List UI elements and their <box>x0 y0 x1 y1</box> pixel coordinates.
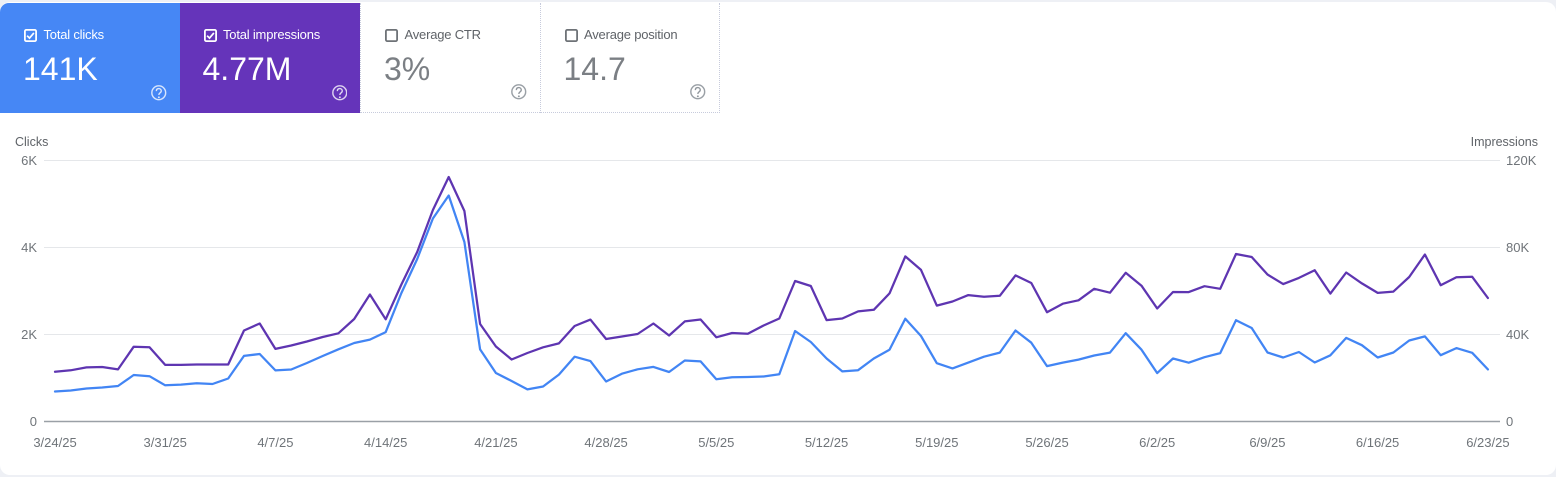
svg-text:120K: 120K <box>1506 153 1537 168</box>
svg-text:4K: 4K <box>21 240 37 255</box>
svg-text:6/16/25: 6/16/25 <box>1356 435 1399 450</box>
svg-text:4/28/25: 4/28/25 <box>584 435 627 450</box>
svg-text:3/31/25: 3/31/25 <box>144 435 187 450</box>
svg-text:6/23/25: 6/23/25 <box>1466 435 1509 450</box>
svg-text:Impressions: Impressions <box>1471 135 1538 149</box>
svg-text:4/7/25: 4/7/25 <box>257 435 293 450</box>
svg-text:5/19/25: 5/19/25 <box>915 435 958 450</box>
svg-text:4/14/25: 4/14/25 <box>364 435 407 450</box>
svg-text:2K: 2K <box>21 327 37 342</box>
svg-text:0: 0 <box>1506 414 1513 429</box>
svg-text:5/12/25: 5/12/25 <box>805 435 848 450</box>
svg-text:5/5/25: 5/5/25 <box>698 435 734 450</box>
svg-text:6K: 6K <box>21 153 37 168</box>
svg-text:0: 0 <box>30 414 37 429</box>
svg-text:80K: 80K <box>1506 240 1529 255</box>
svg-text:6/9/25: 6/9/25 <box>1249 435 1285 450</box>
svg-text:Clicks: Clicks <box>15 135 48 149</box>
svg-text:4/21/25: 4/21/25 <box>474 435 517 450</box>
svg-text:40K: 40K <box>1506 327 1529 342</box>
svg-text:3/24/25: 3/24/25 <box>33 435 76 450</box>
svg-text:6/2/25: 6/2/25 <box>1139 435 1175 450</box>
svg-text:5/26/25: 5/26/25 <box>1025 435 1068 450</box>
